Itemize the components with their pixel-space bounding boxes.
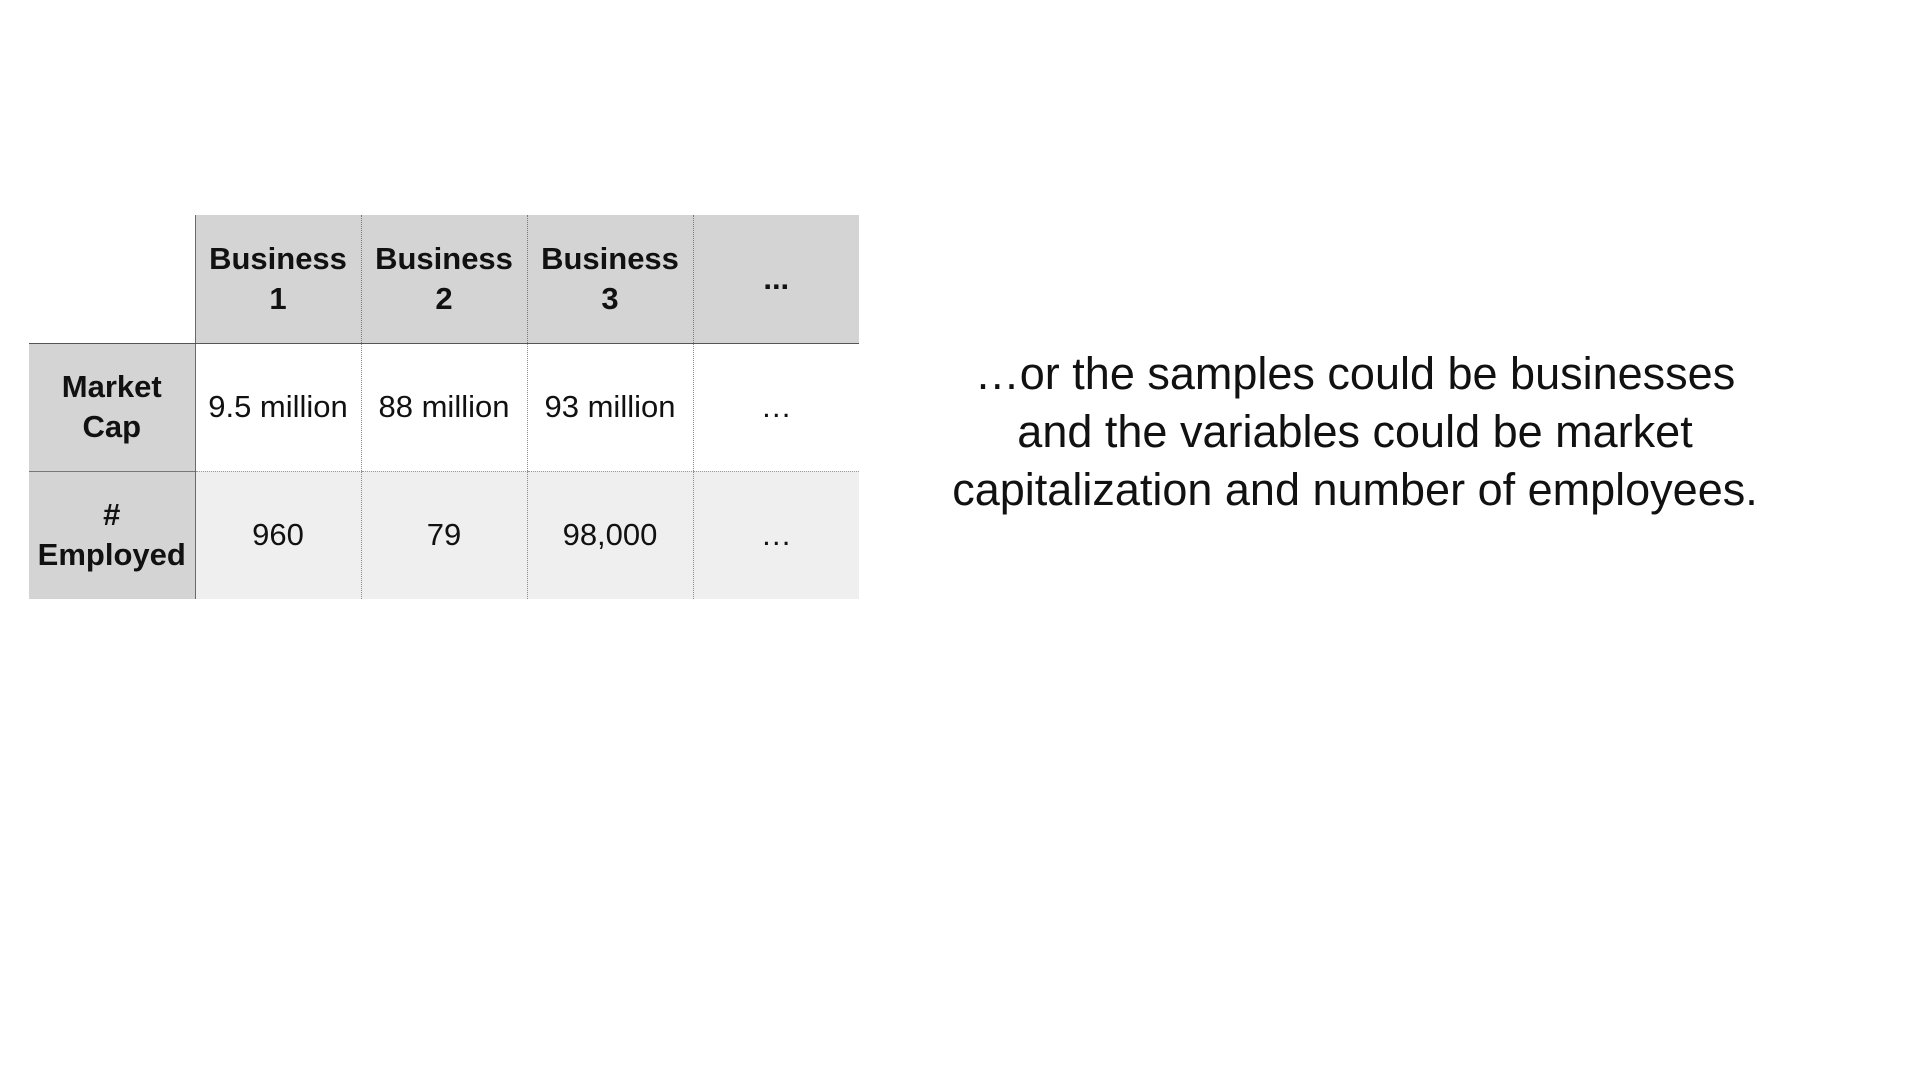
table-cell: 79 — [360, 471, 527, 599]
table-cell: … — [692, 471, 859, 599]
table-corner-cell — [29, 215, 195, 343]
table-row-employed: # Employed 960 79 98,000 … — [29, 470, 859, 599]
table-cell: 960 — [195, 471, 361, 599]
slide-caption: …or the samples could be businesses and … — [900, 345, 1810, 519]
table-cell: 93 million — [526, 343, 693, 472]
business-data-table: Business 1 Business 2 Business 3 ... Mar… — [29, 215, 859, 599]
table-header-row: Business 1 Business 2 Business 3 ... — [29, 215, 859, 344]
row-header-employed-label: # Employed — [37, 497, 186, 573]
table-cell: 98,000 — [526, 471, 693, 599]
row-header-market-cap-label: Market Cap — [61, 369, 162, 444]
table-cell: 9.5 million — [195, 343, 361, 472]
column-header-ellipsis: ... — [692, 215, 859, 344]
column-header-ellipsis-label: ... — [763, 260, 790, 296]
table-row-market-cap: Market Cap 9.5 million 88 million 93 mil… — [29, 342, 859, 472]
column-header-business-3: Business 3 — [526, 215, 693, 344]
table-cell: 88 million — [360, 343, 527, 472]
column-header-business-1-label: Business 1 — [209, 240, 347, 316]
column-header-business-1: Business 1 — [194, 215, 361, 344]
caption-line-1: …or the samples could be businesses — [974, 348, 1736, 399]
caption-line-3: capitalization and number of employees. — [952, 464, 1758, 515]
row-header-employed: # Employed — [29, 470, 196, 599]
column-header-business-3-label: Business 3 — [541, 240, 679, 316]
table-cell: … — [692, 343, 859, 472]
caption-line-2: and the variables could be market — [1017, 406, 1693, 457]
row-header-market-cap: Market Cap — [29, 342, 196, 472]
column-header-business-2: Business 2 — [360, 215, 527, 344]
column-header-business-2-label: Business 2 — [375, 240, 513, 316]
